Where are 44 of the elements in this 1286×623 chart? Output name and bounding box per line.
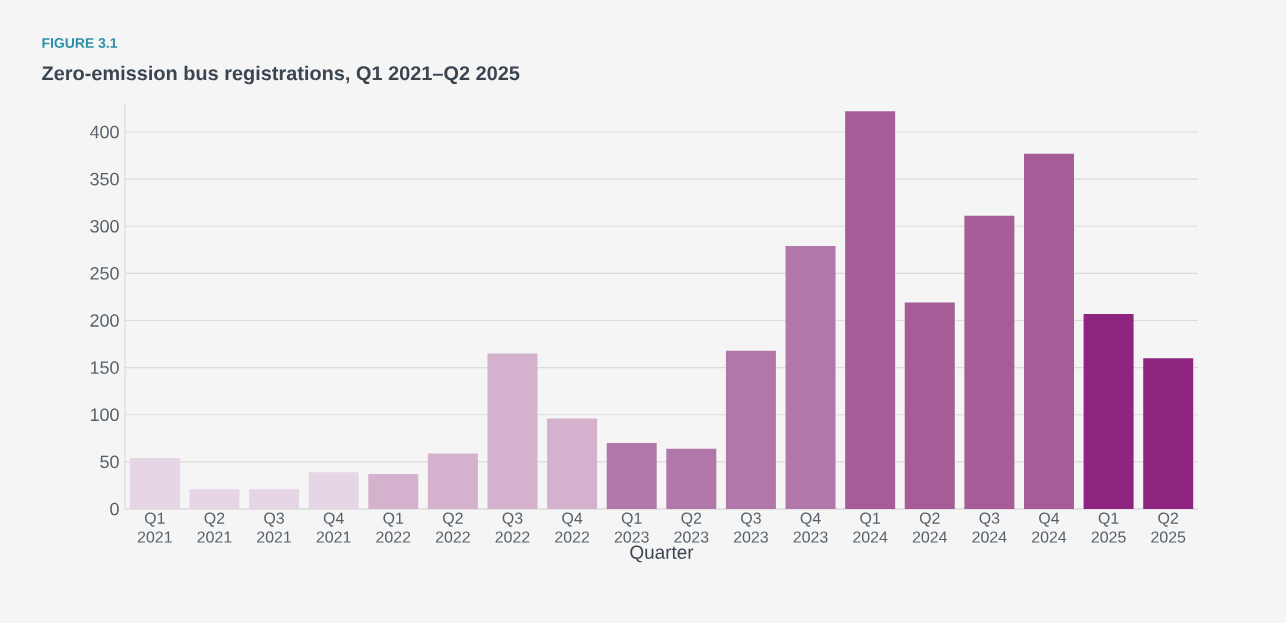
bar	[964, 215, 1015, 509]
bar	[1143, 358, 1194, 509]
y-tick-label: 250	[90, 267, 119, 280]
x-axis-title: Quarter	[630, 545, 694, 563]
x-tick-label: Q4 2022	[555, 512, 590, 543]
chart-title: Zero-emission bus registrations, Q1 2021–Q2 2025	[42, 65, 520, 85]
x-tick-label: Q3 2023	[733, 512, 768, 543]
x-tick-label: Q1 2021	[137, 512, 172, 543]
y-tick-label: 50	[100, 455, 119, 469]
caption: FIGURE 3.1	[42, 38, 118, 48]
x-tick-label: Q4 2023	[793, 512, 828, 543]
y-tick-label: 150	[90, 361, 119, 374]
x-tick-label: Q1 2025	[1091, 512, 1126, 543]
bar	[427, 453, 478, 509]
bar	[666, 448, 717, 509]
x-tick-label: Q4 2024	[1032, 512, 1067, 543]
x-tick-label: Q2 2023	[674, 512, 709, 543]
bar	[1083, 313, 1134, 509]
y-tick-label: 100	[90, 408, 119, 422]
y-tick-label: 350	[90, 172, 119, 186]
bar	[606, 443, 657, 509]
bar	[725, 350, 776, 509]
x-tick-label: Q1 2022	[376, 512, 411, 543]
x-tick-label: Q2 2022	[435, 512, 470, 543]
x-tick-label: Q3 2024	[972, 512, 1007, 543]
y-tick-label: 200	[90, 314, 119, 327]
bar	[487, 353, 538, 509]
bar	[845, 111, 896, 509]
y-tick-label: 300	[90, 219, 119, 233]
x-tick-label: Q2 2025	[1151, 512, 1186, 543]
x-tick-label: Q2 2021	[197, 512, 232, 543]
bar	[547, 418, 598, 509]
y-tick-label: 400	[89, 125, 119, 139]
x-tick-label: Q1 2024	[853, 512, 888, 543]
x-tick-label: Q3 2022	[495, 512, 530, 543]
x-tick-label: Q2 2024	[912, 512, 948, 543]
bar	[785, 246, 836, 509]
x-tick-label: Q4 2021	[316, 512, 351, 543]
bar	[1023, 153, 1074, 509]
y-tick-label: 0	[110, 502, 119, 516]
x-tick-label: Q1 2023	[614, 512, 649, 543]
bar	[904, 302, 955, 509]
bar	[368, 474, 419, 509]
x-tick-label: Q3 2021	[257, 512, 291, 543]
